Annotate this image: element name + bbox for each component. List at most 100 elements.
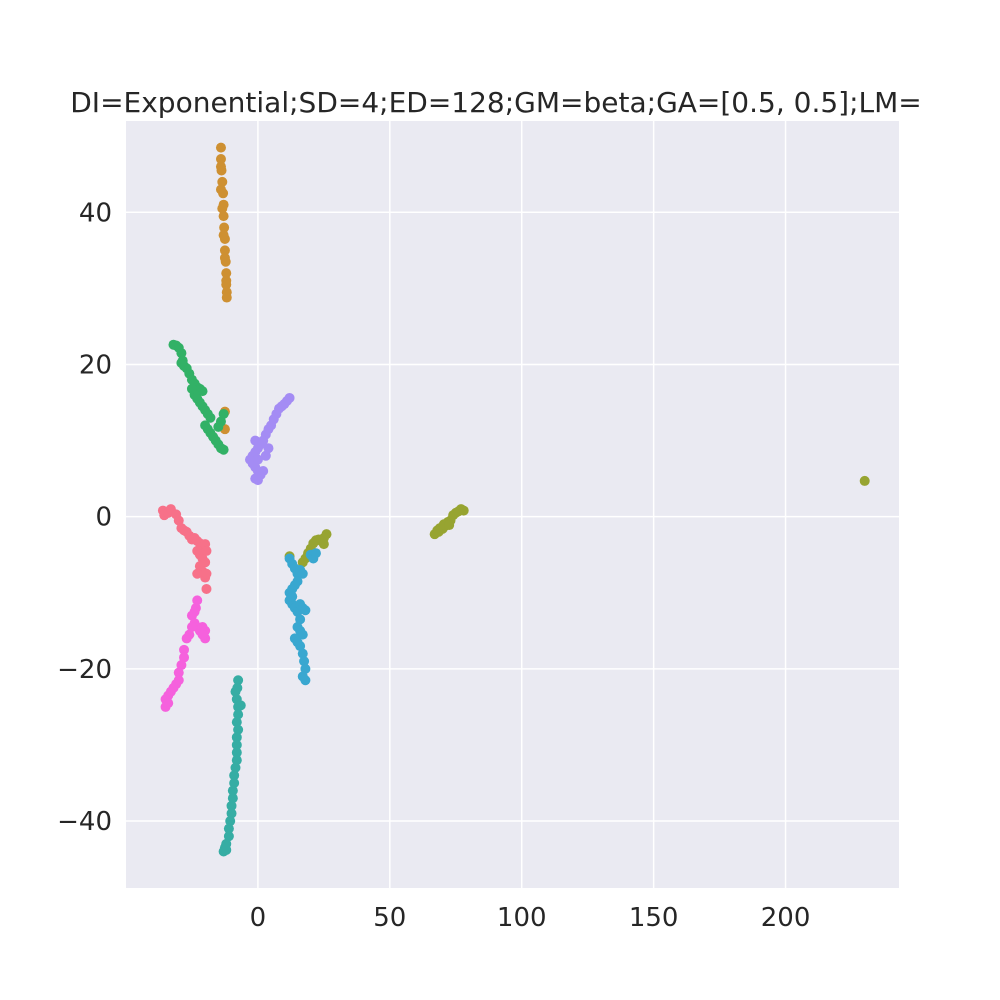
- y-tick-label: −40: [57, 807, 112, 837]
- data-point: [186, 622, 197, 633]
- data-point: [221, 292, 232, 303]
- data-point: [215, 161, 226, 172]
- data-point: [218, 230, 229, 241]
- data-point: [250, 435, 261, 446]
- data-point: [215, 154, 226, 165]
- data-point: [186, 610, 197, 621]
- data-point: [318, 539, 329, 550]
- data-point: [230, 686, 241, 697]
- data-point: [173, 667, 184, 678]
- x-tick-label: 50: [373, 903, 406, 933]
- data-point: [201, 545, 212, 556]
- y-tick-label: 0: [95, 503, 112, 533]
- data-point: [258, 466, 269, 477]
- data-point: [310, 548, 321, 559]
- data-point: [201, 568, 212, 579]
- data-point: [233, 709, 244, 720]
- series-1: [215, 142, 232, 435]
- data-point: [227, 793, 238, 804]
- data-point: [186, 383, 197, 394]
- data-point: [229, 777, 240, 788]
- data-point: [233, 724, 244, 735]
- data-point: [297, 629, 308, 640]
- data-point: [176, 357, 187, 368]
- data-point: [300, 605, 311, 616]
- data-point: [226, 800, 237, 811]
- data-point: [297, 557, 308, 568]
- data-point: [231, 732, 242, 743]
- data-point: [197, 386, 208, 397]
- data-point: [219, 252, 230, 263]
- data-point: [223, 823, 234, 834]
- data-point: [229, 770, 240, 781]
- data-point: [179, 652, 190, 663]
- data-point: [297, 568, 308, 579]
- data-point: [163, 698, 174, 709]
- plot-area: 0 50 100 150 200 −40 −20 0 20 40: [57, 121, 899, 933]
- y-tick-label: 40: [79, 198, 112, 228]
- data-point: [192, 568, 203, 579]
- series-0: [157, 504, 212, 594]
- data-point: [218, 211, 229, 222]
- data-point: [295, 614, 306, 625]
- data-point: [215, 184, 226, 195]
- data-point: [231, 747, 242, 758]
- chart-title: DI=Exponential;SD=4;ED=128;GM=beta;GA=[0…: [70, 86, 921, 119]
- x-tick-label: 0: [250, 903, 267, 933]
- data-point: [299, 656, 310, 667]
- data-point: [192, 595, 203, 606]
- data-point: [231, 739, 242, 750]
- data-point: [179, 644, 190, 655]
- series-4: [218, 675, 246, 857]
- data-point: [230, 762, 241, 773]
- data-point: [458, 505, 469, 516]
- data-point: [221, 268, 232, 279]
- data-point: [444, 520, 455, 531]
- x-tick-label: 100: [497, 903, 547, 933]
- data-point: [295, 641, 306, 652]
- data-point: [218, 408, 229, 419]
- data-point: [219, 222, 230, 233]
- data-point: [217, 203, 228, 214]
- data-point: [226, 808, 237, 819]
- data-point: [287, 591, 298, 602]
- data-point: [219, 245, 230, 256]
- data-point: [176, 660, 187, 671]
- y-tick-label: −20: [57, 655, 112, 685]
- data-point: [263, 443, 274, 454]
- data-point: [176, 348, 187, 359]
- data-point: [181, 633, 192, 644]
- data-point: [297, 671, 308, 682]
- data-point: [297, 648, 308, 659]
- series-6: [244, 392, 295, 486]
- data-point: [218, 444, 229, 455]
- series-7: [160, 595, 211, 712]
- x-tick-label: 200: [761, 903, 811, 933]
- data-point: [173, 515, 184, 526]
- data-point: [221, 275, 232, 286]
- data-point: [197, 629, 208, 640]
- data-point: [217, 176, 228, 187]
- data-point: [205, 412, 216, 423]
- data-point: [215, 142, 226, 153]
- data-point: [201, 583, 212, 594]
- data-point: [235, 700, 246, 711]
- x-tick-label: 150: [629, 903, 679, 933]
- data-point: [433, 526, 444, 537]
- y-tick-label: 20: [79, 350, 112, 380]
- data-point: [225, 816, 236, 827]
- series-3: [168, 339, 229, 455]
- data-point: [221, 844, 232, 855]
- data-point: [223, 831, 234, 842]
- data-point: [231, 717, 242, 728]
- series-5: [284, 548, 321, 686]
- data-point: [260, 450, 271, 461]
- plot-background: [126, 121, 899, 888]
- data-point: [227, 785, 238, 796]
- data-point: [233, 675, 244, 686]
- data-point: [231, 755, 242, 766]
- data-point: [252, 475, 263, 486]
- data-point: [213, 421, 224, 432]
- data-point: [252, 454, 263, 465]
